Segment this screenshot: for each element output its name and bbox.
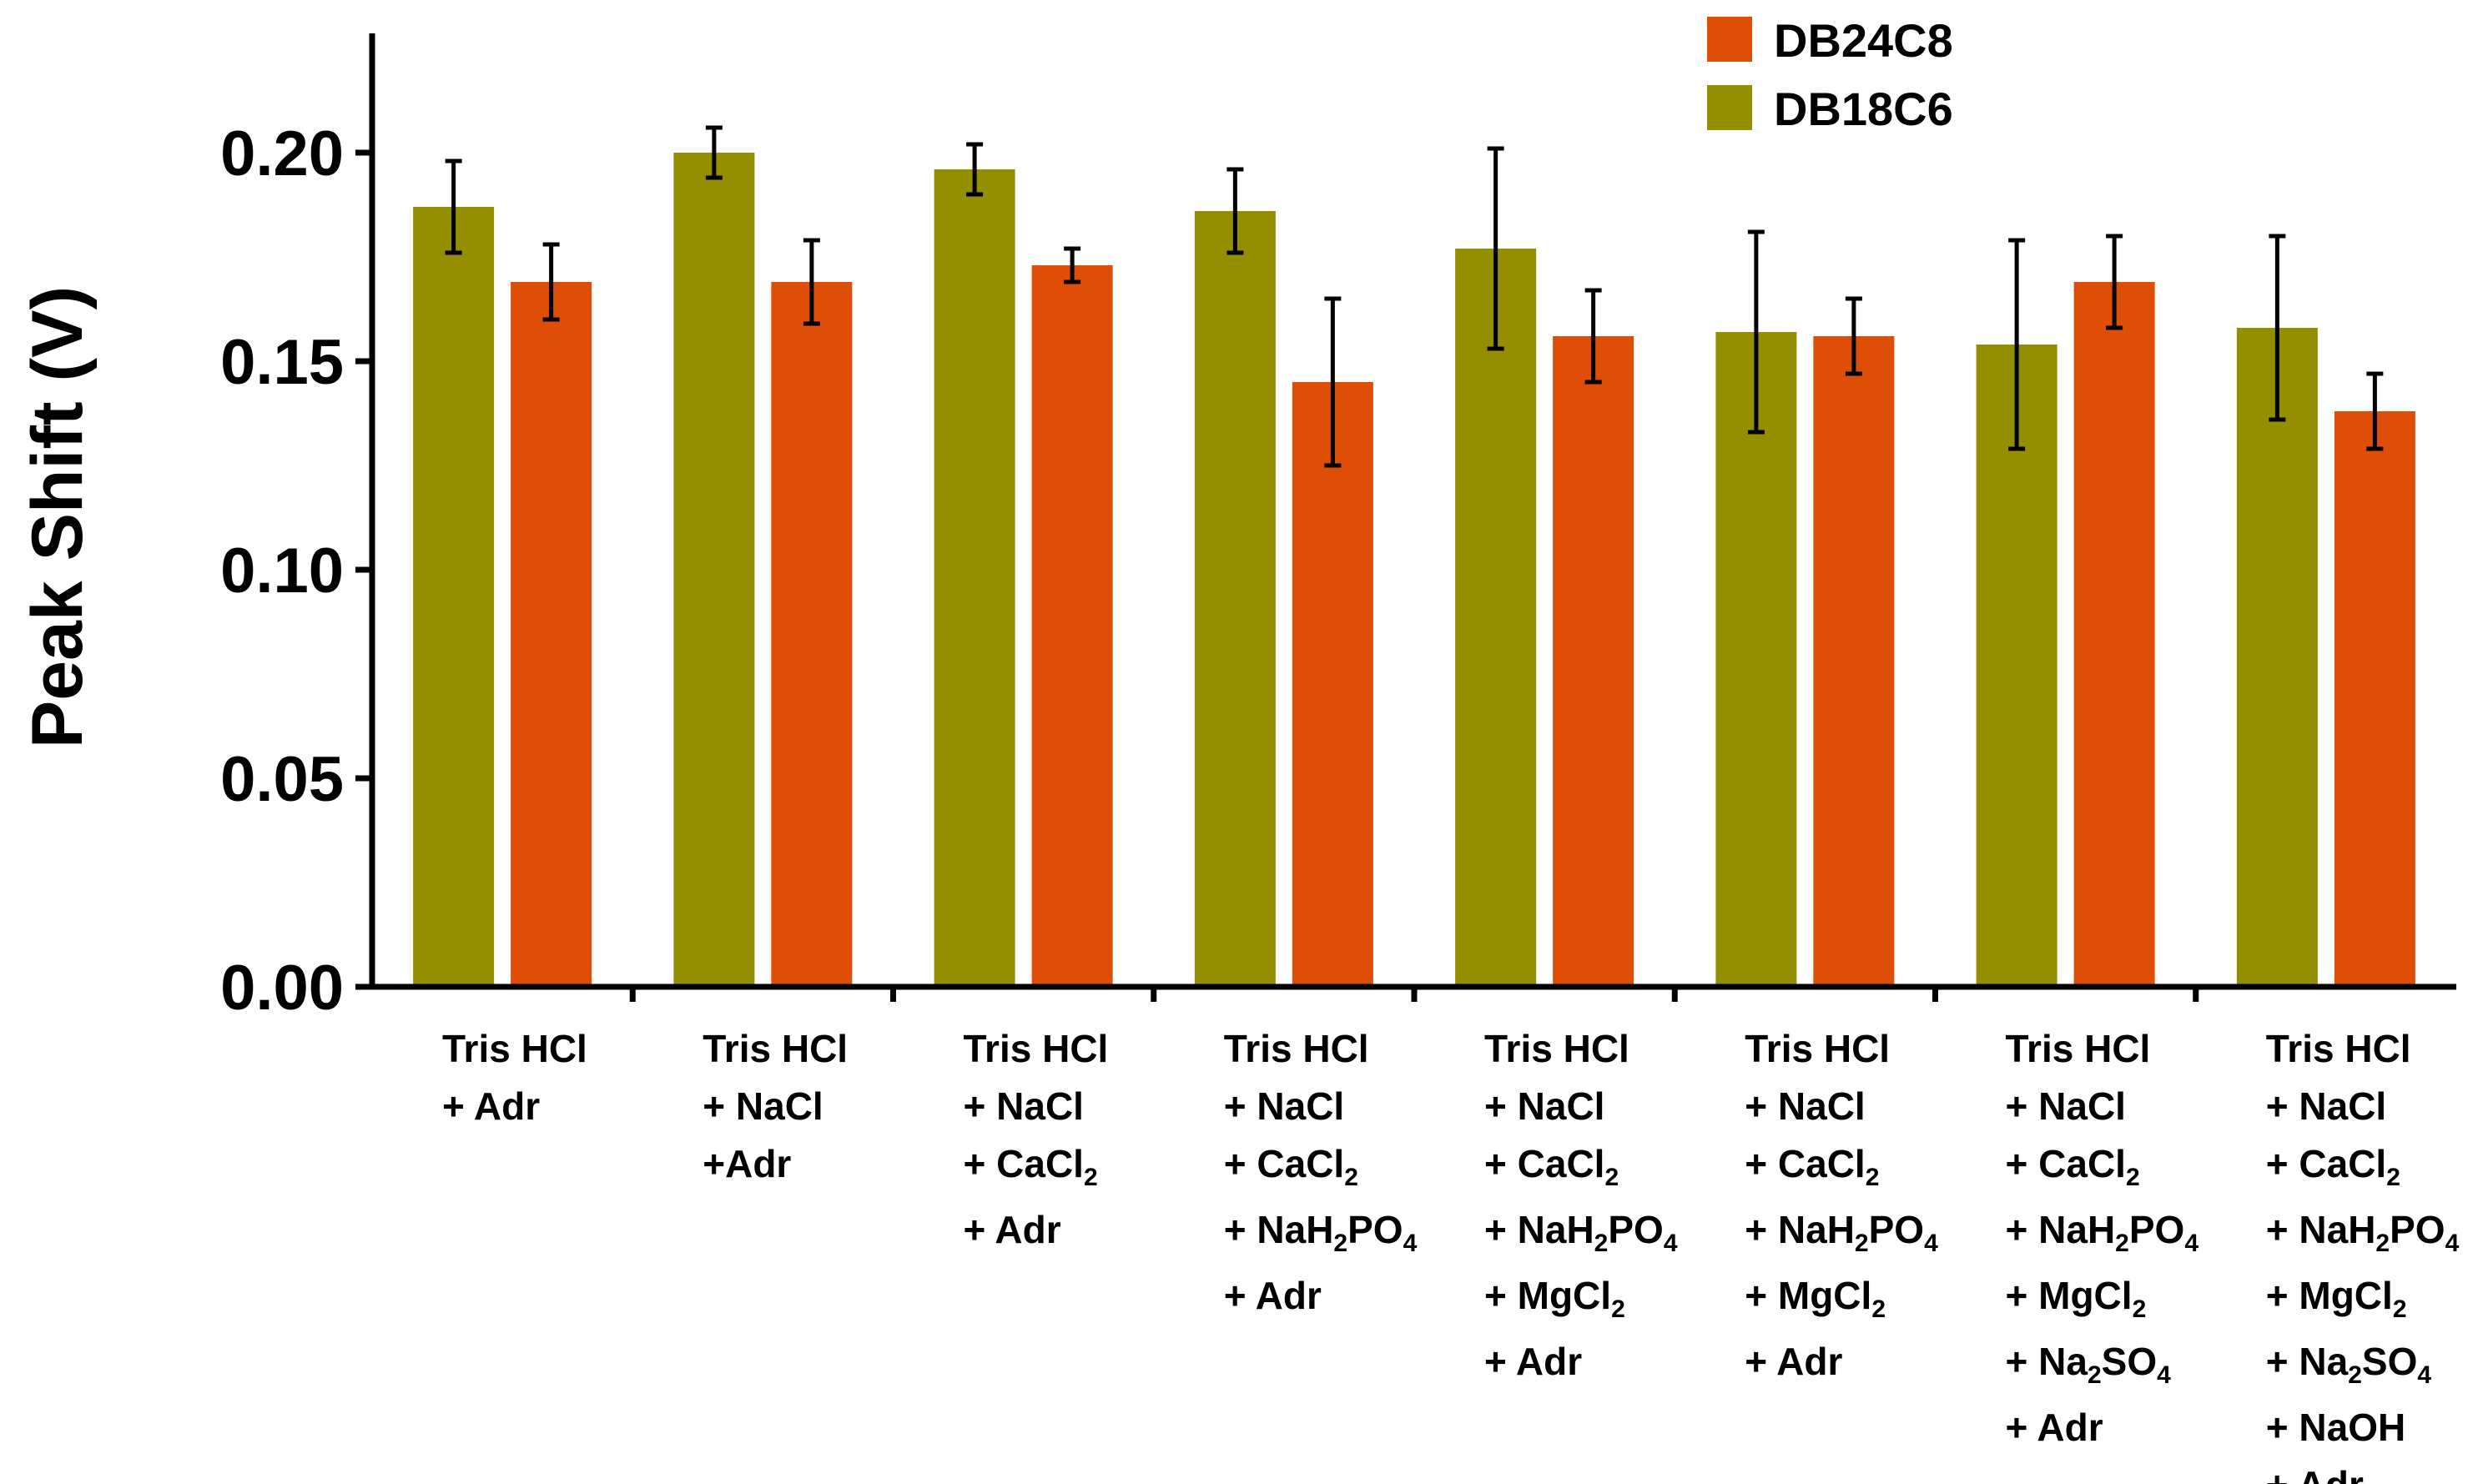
legend-label-db18c6: DB18C6 — [1774, 83, 1953, 135]
bar-db24c8-3 — [1031, 265, 1113, 987]
error-bar-db24c8-8 — [2366, 371, 2384, 451]
y-tick-label: 0.05 — [220, 744, 344, 815]
y-tick-label: 0.15 — [220, 327, 344, 398]
bar-db24c8-1 — [511, 282, 592, 987]
error-bar-db18c6-6 — [1747, 229, 1765, 435]
error-bar-db24c8-6 — [1845, 296, 1862, 376]
x-ticks — [629, 987, 2199, 1002]
category-label-3: Tris HCl + NaCl + CaCl2 + Adr — [964, 1027, 1109, 1251]
category-label-5: Tris HCl + NaCl + CaCl2 + NaH2PO4 + MgCl2 + A… — [1484, 1027, 1678, 1383]
legend-swatch-db24c8 — [1707, 17, 1752, 62]
category-label-4: Tris HCl + NaCl + CaCl2 + NaH2PO4 + Adr — [1224, 1027, 1418, 1317]
bar-db18c6-6 — [1715, 332, 1797, 987]
error-bar-db18c6-2 — [705, 125, 723, 180]
legend: DB24C8 DB18C6 — [1707, 14, 1953, 135]
bar-db18c6-7 — [1976, 345, 2057, 987]
error-bar-db18c6-1 — [445, 158, 462, 255]
y-tick-label: 0.10 — [220, 536, 344, 606]
bar-db24c8-2 — [771, 282, 853, 987]
error-bars-layer — [445, 125, 2384, 468]
y-tick-label: 0.20 — [220, 118, 344, 189]
bars-layer — [413, 153, 2415, 987]
bar-db24c8-7 — [2073, 282, 2155, 987]
bar-db18c6-1 — [413, 207, 495, 987]
error-bar-db24c8-3 — [1064, 246, 1081, 284]
bar-db24c8-6 — [1813, 336, 1895, 987]
category-label-8: Tris HCl + NaCl + CaCl2 + NaH2PO4 + MgCl2 + N… — [2266, 1027, 2460, 1484]
category-label-7: Tris HCl + NaCl + CaCl2 + NaH2PO4 + MgCl2 + N… — [2006, 1027, 2199, 1449]
bar-db18c6-4 — [1194, 211, 1276, 987]
error-bar-db18c6-3 — [966, 142, 984, 197]
error-bar-db24c8-4 — [1324, 296, 1342, 468]
bar-db24c8-8 — [2334, 411, 2415, 987]
bar-db18c6-8 — [2236, 328, 2318, 987]
error-bar-db18c6-8 — [2269, 234, 2286, 422]
error-bar-db24c8-5 — [1584, 288, 1602, 385]
bar-db24c8-5 — [1553, 336, 1634, 987]
y-axis-title: Peak Shift (V) — [18, 286, 98, 748]
bar-db24c8-4 — [1292, 382, 1373, 987]
bar-db18c6-3 — [934, 169, 1015, 987]
legend-swatch-db18c6 — [1707, 85, 1752, 130]
error-bar-db18c6-4 — [1226, 167, 1244, 255]
error-bar-db24c8-2 — [803, 238, 820, 326]
category-labels: Tris HCl + Adr Tris HCl + NaCl +Adr Tris HCl +… — [442, 1027, 2460, 1484]
category-label-2: Tris HCl + NaCl +Adr — [703, 1027, 848, 1185]
legend-label-db24c8: DB24C8 — [1774, 14, 1953, 67]
category-label-6: Tris HCl + NaCl + CaCl2 + NaH2PO4 + MgCl2 + A… — [1745, 1027, 1938, 1383]
bar-db18c6-2 — [673, 153, 755, 987]
error-bar-db24c8-1 — [542, 242, 560, 322]
error-bar-db18c6-5 — [1487, 146, 1504, 351]
error-bar-db18c6-7 — [2008, 238, 2026, 451]
y-tick-label: 0.00 — [220, 953, 344, 1024]
y-ticks: 0.00 0.05 0.10 0.15 0.20 — [220, 118, 372, 1024]
bar-db18c6-5 — [1455, 249, 1537, 987]
error-bar-db24c8-7 — [2106, 234, 2123, 330]
category-label-1: Tris HCl + Adr — [442, 1027, 587, 1128]
